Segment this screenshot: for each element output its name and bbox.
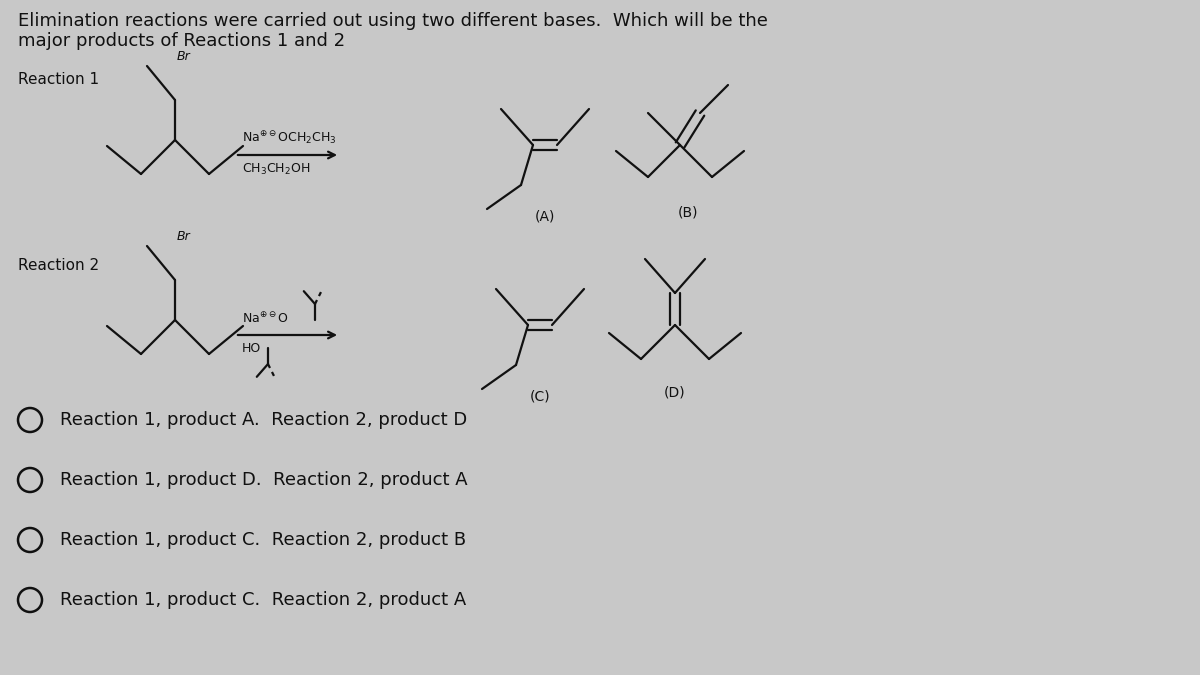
Text: major products of Reactions 1 and 2: major products of Reactions 1 and 2 (18, 32, 346, 50)
Text: (C): (C) (529, 390, 551, 404)
Text: Elimination reactions were carried out using two different bases.  Which will be: Elimination reactions were carried out u… (18, 12, 768, 30)
Text: Reaction 1, product A.  Reaction 2, product D: Reaction 1, product A. Reaction 2, produ… (60, 411, 467, 429)
Text: Br: Br (178, 50, 191, 63)
Text: (A): (A) (535, 210, 556, 224)
Text: Reaction 1, product C.  Reaction 2, product B: Reaction 1, product C. Reaction 2, produ… (60, 531, 466, 549)
Text: Na$^{\oplus\ominus}$O: Na$^{\oplus\ominus}$O (242, 311, 289, 326)
Text: Reaction 1, product D.  Reaction 2, product A: Reaction 1, product D. Reaction 2, produ… (60, 471, 468, 489)
Text: Na$^{\oplus\ominus}$OCH$_2$CH$_3$: Na$^{\oplus\ominus}$OCH$_2$CH$_3$ (242, 130, 337, 147)
Text: Reaction 1: Reaction 1 (18, 72, 100, 87)
Text: HO: HO (242, 342, 262, 355)
Text: Reaction 1, product C.  Reaction 2, product A: Reaction 1, product C. Reaction 2, produ… (60, 591, 467, 609)
Text: Br: Br (178, 230, 191, 243)
Text: (D): (D) (664, 385, 686, 399)
Text: (B): (B) (678, 205, 698, 219)
Text: CH$_3$CH$_2$OH: CH$_3$CH$_2$OH (242, 162, 311, 177)
Text: Reaction 2: Reaction 2 (18, 258, 100, 273)
